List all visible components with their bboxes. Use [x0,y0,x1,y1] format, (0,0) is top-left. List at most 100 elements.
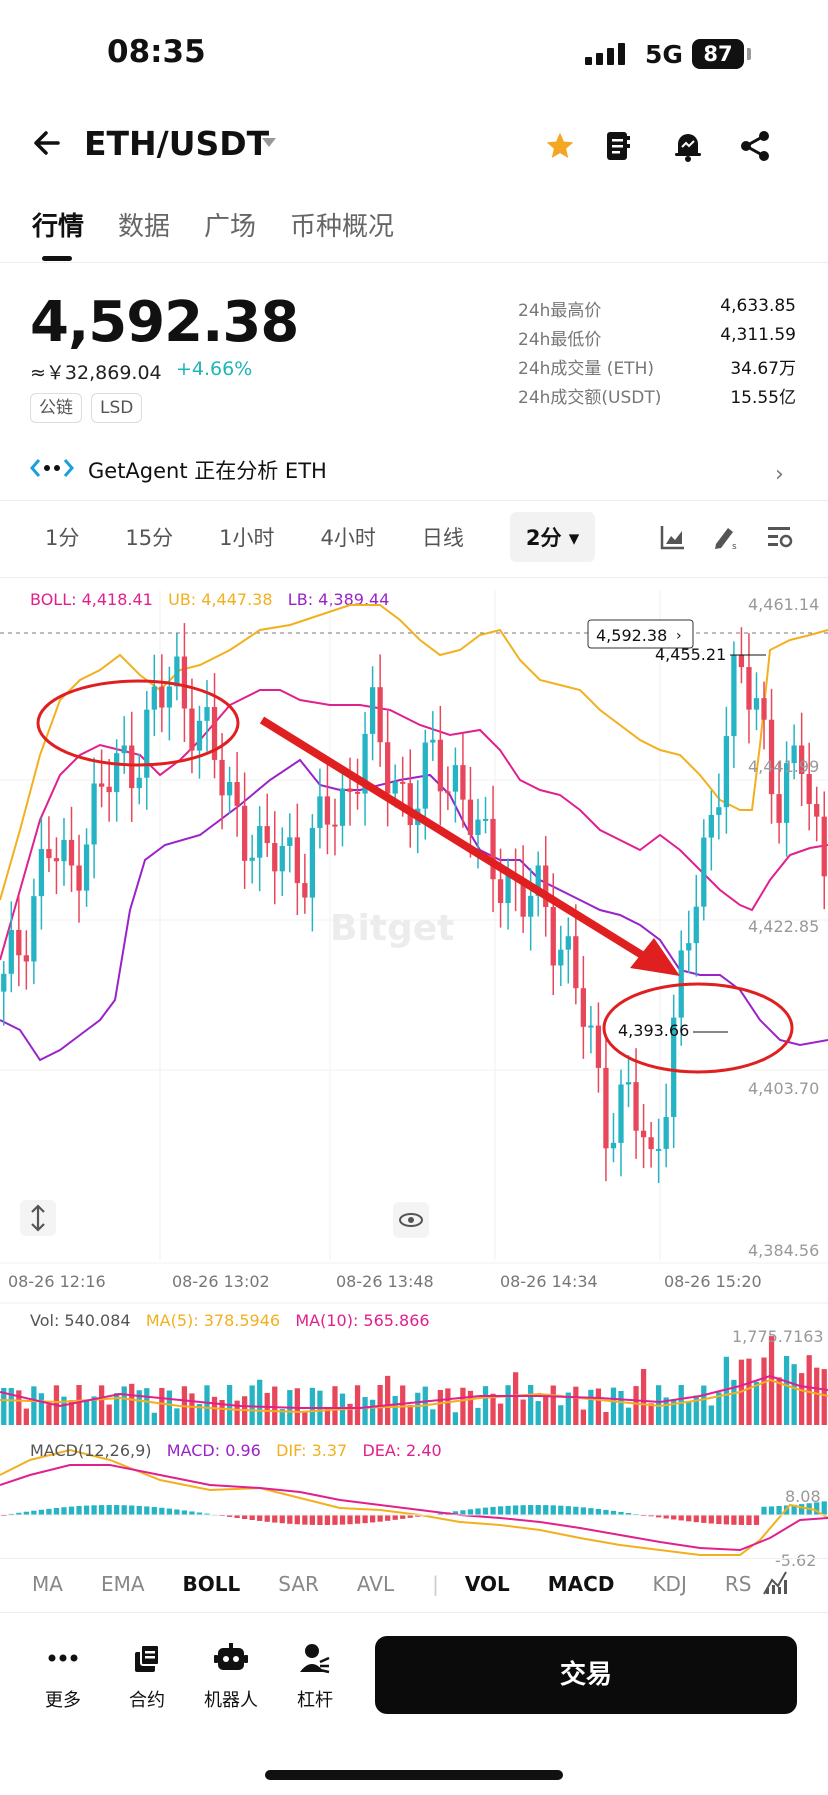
candle-body [16,929,22,956]
candle-body [452,765,459,792]
ind-boll[interactable]: BOLL [182,1572,241,1596]
trade-button[interactable]: 交易 [375,1636,797,1714]
ind-macd[interactable]: MACD [547,1572,615,1596]
candle-body [347,788,353,792]
watermark-text: Bitget [330,908,454,949]
star-icon[interactable] [540,126,580,166]
volume-bar [460,1387,466,1425]
candle-body [339,788,346,826]
volume-bar [151,1412,157,1425]
tag-public-chain[interactable]: 公链 [30,393,82,423]
share-icon[interactable] [735,126,775,166]
candle-body [196,720,203,751]
interval-4h[interactable]: 4小时 [320,526,376,550]
back-arrow-icon[interactable] [32,128,62,162]
tab-square[interactable]: 广场 [204,212,257,242]
volume-bar [543,1395,549,1425]
macd-bar [678,1515,684,1521]
ind-rs[interactable]: RS [724,1572,752,1596]
candle-body [761,698,767,720]
ind-ema[interactable]: EMA [100,1572,145,1596]
macd-value: MACD: 0.96 [166,1441,261,1460]
macd-bar [791,1504,797,1515]
nav-more-label: 更多 [45,1690,81,1711]
interval-1h[interactable]: 1小时 [219,526,275,550]
volume-bar [678,1385,684,1425]
candle-body [114,753,120,793]
interval-2m[interactable]: 2分 ▾ [509,512,596,562]
ind-sar[interactable]: SAR [278,1572,319,1596]
ind-ma[interactable]: MA [32,1572,63,1596]
chart-settings-icon[interactable] [766,524,796,554]
macd-bar [354,1515,361,1524]
candle-body [663,1117,669,1149]
macd-bar [505,1505,511,1515]
pair-dropdown-icon[interactable] [262,138,276,147]
candle-body [332,824,338,827]
price-tag-box [587,619,694,649]
tag-lsd[interactable]: LSD [91,393,143,423]
cny-price: ≈￥32,869.04 [30,362,162,384]
draw-tool-icon[interactable]: s [712,524,742,554]
macd-bar [114,1505,120,1515]
annotation-arrow-line [259,716,653,964]
macd-bar [415,1515,421,1517]
candle-body [783,763,790,823]
macd-bar [550,1505,556,1515]
macd-bar [377,1515,383,1522]
chevron-right-icon[interactable]: › [775,462,784,487]
battery-tip [747,48,751,60]
macd-bar [287,1515,293,1524]
nav-margin-label: 杠杆 [297,1690,333,1711]
tab-overview[interactable]: 币种概况 [290,212,395,242]
macd-bar [580,1507,586,1515]
price-chart[interactable]: Bitget 4,592.38 › 4,455.21 4,393.66 4,46… [0,580,828,1580]
nav-more[interactable]: 更多 [28,1640,98,1712]
interval-1m[interactable]: 1分 [45,526,80,550]
volume-bar [211,1396,218,1425]
nav-margin[interactable]: 杠杆 [280,1640,350,1712]
stat-value: 4,311.59 [720,325,796,345]
macd-bar [257,1515,263,1521]
volume-bar [580,1409,586,1425]
getagent-banner[interactable]: GetAgent 正在分析 ETH [30,455,327,485]
ind-kdj[interactable]: KDJ [652,1572,687,1596]
volume-bars-group [1,1336,827,1425]
candle-body [422,742,428,809]
candle-body [385,742,391,794]
candle-body [475,819,481,835]
chart-type-icon[interactable] [660,524,690,554]
svg-text:s: s [732,542,737,550]
macd-bar [610,1510,617,1515]
ind-avl[interactable]: AVL [356,1572,395,1596]
volume-bar [129,1383,135,1425]
stat-label: 24h最高价 [518,301,602,321]
pair-title[interactable]: ETH/USDT [84,124,270,163]
macd-bar [701,1515,707,1523]
macd-bar [106,1505,112,1515]
home-indicator [265,1770,563,1780]
tab-data[interactable]: 数据 [118,212,171,242]
indicator-settings-icon[interactable] [762,1570,790,1600]
tab-market[interactable]: 行情 [32,206,84,261]
volume-bar [369,1399,376,1425]
candle-body [558,949,564,966]
interval-15m[interactable]: 15分 [125,526,174,550]
volume-bar [746,1358,752,1425]
macd-bar [799,1504,805,1515]
volume-bar [452,1412,459,1425]
alert-bell-icon[interactable] [668,126,708,166]
volume-bar [204,1385,210,1425]
ind-vol[interactable]: VOL [464,1572,510,1596]
candle-body [294,837,300,884]
macd-bar [708,1515,714,1524]
volume-bar [264,1392,270,1425]
notes-icon[interactable] [598,126,638,166]
stat-value: 15.55亿 [730,388,796,408]
candle-body [768,719,775,795]
nav-contract[interactable]: 合约 [112,1640,182,1712]
interval-1d[interactable]: 日线 [421,526,464,550]
candle-body [648,1137,654,1150]
nav-bot[interactable]: 机器人 [196,1640,266,1712]
volume-bar [445,1388,451,1425]
